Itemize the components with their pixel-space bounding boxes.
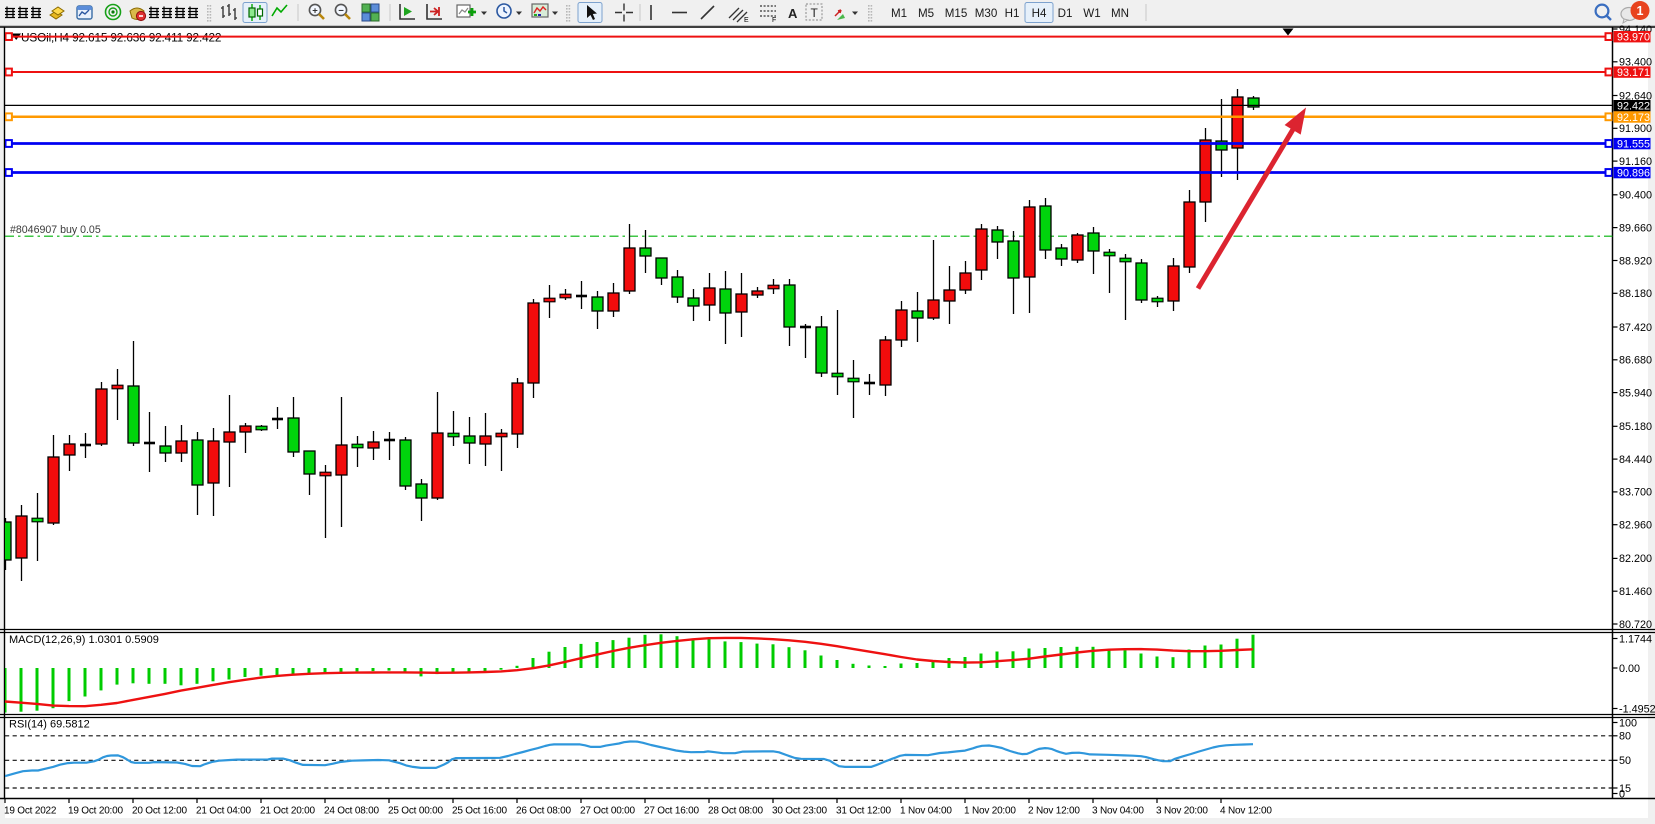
svg-text:15: 15 — [1619, 783, 1631, 795]
svg-text:E: E — [744, 17, 749, 24]
svg-text:F: F — [772, 17, 776, 24]
svg-text:100: 100 — [1619, 717, 1637, 729]
svg-text:25 Oct 00:00: 25 Oct 00:00 — [388, 806, 443, 817]
svg-text:+: + — [312, 5, 318, 16]
svg-text:2 Nov 12:00: 2 Nov 12:00 — [1028, 806, 1080, 817]
svg-text:W1: W1 — [1083, 7, 1100, 20]
svg-text:RSI(14) 69.5812: RSI(14) 69.5812 — [9, 719, 90, 731]
svg-text:D1: D1 — [1058, 7, 1073, 20]
svg-text:92.173: 92.173 — [1617, 112, 1650, 124]
svg-text:M1: M1 — [891, 7, 907, 20]
svg-text:26 Oct 08:00: 26 Oct 08:00 — [516, 806, 571, 817]
svg-text:0.00: 0.00 — [1619, 663, 1640, 675]
svg-text:85.940: 85.940 — [1619, 387, 1652, 399]
svg-text:M30: M30 — [975, 7, 998, 20]
svg-text:80.720: 80.720 — [1619, 619, 1652, 631]
svg-text:87.420: 87.420 — [1619, 322, 1652, 334]
svg-text:19 Oct 20:00: 19 Oct 20:00 — [68, 806, 123, 817]
svg-text:30 Oct 23:00: 30 Oct 23:00 — [772, 806, 827, 817]
svg-text:3 Nov 20:00: 3 Nov 20:00 — [1156, 806, 1208, 817]
svg-text:4 Nov 12:00: 4 Nov 12:00 — [1220, 806, 1272, 817]
svg-text:88.180: 88.180 — [1619, 288, 1652, 300]
svg-text:T: T — [811, 6, 819, 20]
svg-text:91.160: 91.160 — [1619, 156, 1652, 168]
svg-text:3 Nov 04:00: 3 Nov 04:00 — [1092, 806, 1144, 817]
svg-text:84.440: 84.440 — [1619, 454, 1652, 466]
svg-text:86.680: 86.680 — [1619, 355, 1652, 367]
svg-text:MACD(12,26,9) 1.0301 0.5909: MACD(12,26,9) 1.0301 0.5909 — [9, 634, 159, 646]
svg-text:27 Oct 00:00: 27 Oct 00:00 — [580, 806, 635, 817]
svg-text:90.400: 90.400 — [1619, 190, 1652, 202]
svg-text:M5: M5 — [918, 7, 934, 20]
svg-text:81.460: 81.460 — [1619, 586, 1652, 598]
svg-text:92.422: 92.422 — [1617, 101, 1650, 113]
svg-text:31 Oct 12:00: 31 Oct 12:00 — [836, 806, 891, 817]
svg-text:85.180: 85.180 — [1619, 421, 1652, 433]
svg-text:1 Nov 20:00: 1 Nov 20:00 — [964, 806, 1016, 817]
svg-text:93.171: 93.171 — [1617, 67, 1650, 79]
svg-text:80: 80 — [1619, 731, 1631, 743]
svg-text:−: − — [338, 5, 344, 16]
svg-text:21 Oct 20:00: 21 Oct 20:00 — [260, 806, 315, 817]
svg-text:92.640: 92.640 — [1619, 90, 1652, 102]
svg-text:93.970: 93.970 — [1617, 32, 1650, 44]
svg-text:H4: H4 — [1032, 7, 1047, 20]
svg-text:24 Oct 08:00: 24 Oct 08:00 — [324, 806, 379, 817]
svg-text:88.920: 88.920 — [1619, 255, 1652, 267]
svg-text:82.200: 82.200 — [1619, 553, 1652, 565]
svg-text:A: A — [788, 6, 798, 21]
svg-text:1: 1 — [1637, 4, 1644, 18]
svg-text:28 Oct 08:00: 28 Oct 08:00 — [708, 806, 763, 817]
svg-text:25 Oct 16:00: 25 Oct 16:00 — [452, 806, 507, 817]
svg-text:-1.4952: -1.4952 — [1619, 703, 1655, 715]
svg-text:82.960: 82.960 — [1619, 520, 1652, 532]
svg-text:1.1744: 1.1744 — [1619, 633, 1652, 645]
svg-text:50: 50 — [1619, 755, 1631, 767]
svg-text:91.555: 91.555 — [1617, 139, 1650, 151]
svg-text:83.700: 83.700 — [1619, 487, 1652, 499]
svg-text:90.896: 90.896 — [1617, 168, 1650, 180]
svg-text:27 Oct 16:00: 27 Oct 16:00 — [644, 806, 699, 817]
svg-text:19 Oct 2022: 19 Oct 2022 — [4, 806, 57, 817]
svg-text:21 Oct 04:00: 21 Oct 04:00 — [196, 806, 251, 817]
svg-text:MN: MN — [1111, 7, 1129, 20]
svg-text:M15: M15 — [945, 7, 968, 20]
svg-text:93.400: 93.400 — [1619, 57, 1652, 69]
svg-text:0: 0 — [1619, 788, 1625, 800]
svg-text:#8046907 buy 0.05: #8046907 buy 0.05 — [10, 224, 101, 236]
svg-text:1 Nov 04:00: 1 Nov 04:00 — [900, 806, 952, 817]
svg-text:20 Oct 12:00: 20 Oct 12:00 — [132, 806, 187, 817]
svg-text:H1: H1 — [1005, 7, 1020, 20]
svg-text:91.900: 91.900 — [1619, 123, 1652, 135]
svg-text:89.660: 89.660 — [1619, 222, 1652, 234]
